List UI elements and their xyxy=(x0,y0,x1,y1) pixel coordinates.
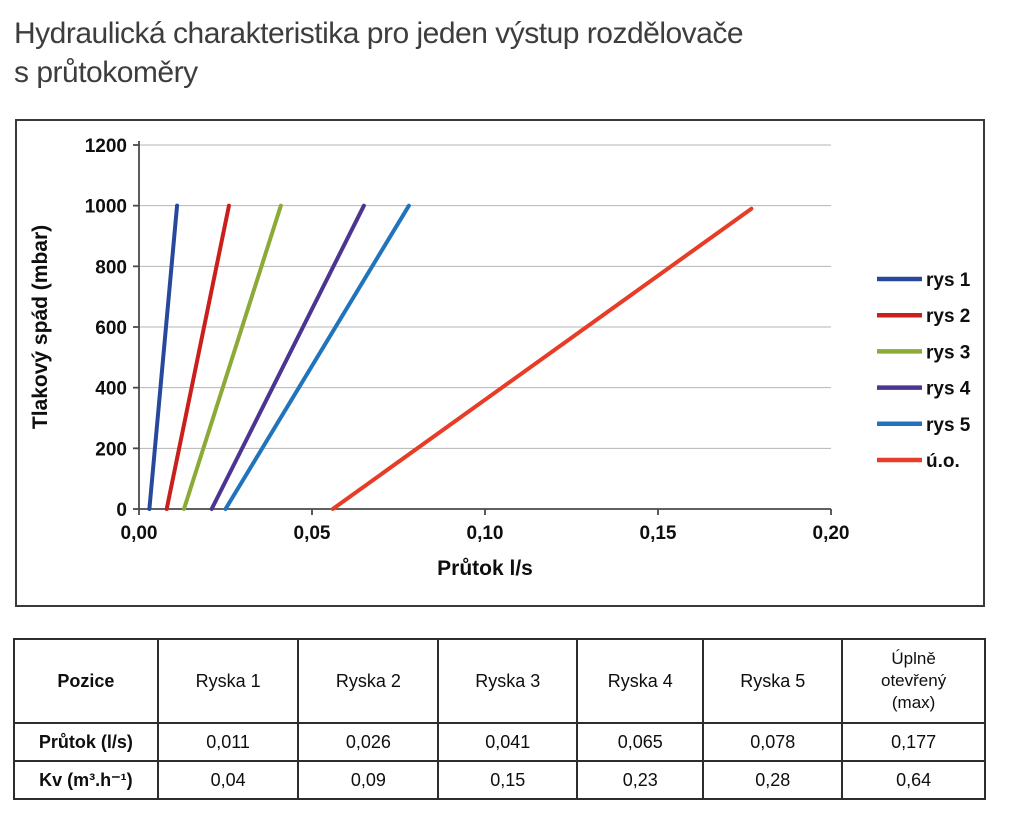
table-header-cell-4: Ryska 4 xyxy=(576,638,705,724)
table-header-row: Pozice Ryska 1 Ryska 2 Ryska 3 Ryska 4 Ryska … xyxy=(13,638,986,724)
legend-item-4: rys 4 xyxy=(877,379,971,400)
y-tick-label-1200: 1200 xyxy=(85,136,127,157)
table-header-cell-1: Ryska 1 xyxy=(156,638,300,724)
legend: rys 1 rys 2 rys 3 rys 4 rys 5 ú.o. xyxy=(877,270,971,472)
page-title-line2: s průtokoměry xyxy=(14,56,198,89)
legend-label-1: rys 1 xyxy=(926,270,971,291)
legend-item-3: rys 3 xyxy=(877,342,970,363)
table-cell-r1-c0: 0,04 xyxy=(156,760,300,800)
page-title: Hydraulická charakteristika pro jeden vý… xyxy=(14,14,1004,92)
table-header-cell-2: Ryska 2 xyxy=(297,638,440,724)
legend-item-2: rys 2 xyxy=(877,306,970,327)
table-cell-r1-c3: 0,23 xyxy=(576,760,705,800)
table-cell-r0-c5: 0,177 xyxy=(841,722,986,762)
y-tick-label-200: 200 xyxy=(95,439,127,460)
tick-labels: 0 200 400 600 800 1000 1200 0,00 0,05 0,10 0,15 0,2… xyxy=(85,136,850,544)
table-cell-r0-c2: 0,041 xyxy=(437,722,579,762)
legend-label-4: rys 4 xyxy=(926,379,971,400)
series-lines xyxy=(147,203,754,511)
table-cell-r0-c0: 0,011 xyxy=(156,722,300,762)
legend-item-5: rys 5 xyxy=(877,415,971,436)
x-tick-label-0: 0,00 xyxy=(121,523,158,544)
series-line-6 xyxy=(330,206,754,511)
data-table: Pozice Ryska 1 Ryska 2 Ryska 3 Ryska 4 Ryska … xyxy=(13,638,986,800)
line-chart: 0 200 400 600 800 1000 1200 0,00 0,05 0,10 0,15 0,2… xyxy=(29,136,971,580)
x-tick-label-3: 0,15 xyxy=(640,523,677,544)
legend-label-3: rys 3 xyxy=(926,342,970,363)
table-cell-r1-c1: 0,09 xyxy=(297,760,440,800)
series-line-4 xyxy=(209,203,366,511)
table-cell-r0-c4: 0,078 xyxy=(702,722,844,762)
legend-label-2: rys 2 xyxy=(926,306,970,327)
x-tick-label-2: 0,10 xyxy=(467,523,504,544)
y-tick-label-1000: 1000 xyxy=(85,197,127,218)
gridlines xyxy=(139,144,831,449)
legend-label-5: rys 5 xyxy=(926,415,971,436)
table-cell-r1-c4: 0,28 xyxy=(702,760,844,800)
table-header-cell-5: Ryska 5 xyxy=(702,638,844,724)
page-title-line1: Hydraulická charakteristika pro jeden vý… xyxy=(14,17,744,50)
table-header-cell-0: Pozice xyxy=(13,638,159,724)
legend-item-6: ú.o. xyxy=(877,451,960,472)
legend-item-1: rys 1 xyxy=(877,270,971,291)
table-cell-r1-c2: 0,15 xyxy=(437,760,579,800)
table-row-0: Průtok (l/s) 0,011 0,026 0,041 0,065 0,078 0,1… xyxy=(13,722,986,762)
y-tick-label-600: 600 xyxy=(95,318,127,339)
series-line-1 xyxy=(147,203,180,511)
legend-label-6: ú.o. xyxy=(926,451,960,472)
y-axis-title: Tlakový spád (mbar) xyxy=(29,225,52,429)
table-header-cell-6: Úplně otevřený (max) xyxy=(841,638,986,724)
x-axis-title: Průtok l/s xyxy=(437,557,533,580)
x-tick-label-4: 0,20 xyxy=(813,523,850,544)
y-tick-label-0: 0 xyxy=(116,500,127,521)
table-row-label-1: Kv (m³.h⁻¹) xyxy=(13,760,159,800)
y-tick-label-800: 800 xyxy=(95,257,127,278)
table-cell-r1-c5: 0,64 xyxy=(841,760,986,800)
table-header-cell-3: Ryska 3 xyxy=(437,638,579,724)
x-tick-label-1: 0,05 xyxy=(294,523,331,544)
chart-frame: 0 200 400 600 800 1000 1200 0,00 0,05 0,10 0,15 0,2… xyxy=(15,119,985,607)
table-row-1: Kv (m³.h⁻¹) 0,04 0,09 0,15 0,23 0,28 0,64 xyxy=(13,760,986,800)
table-cell-r0-c3: 0,065 xyxy=(576,722,705,762)
table-row-label-0: Průtok (l/s) xyxy=(13,722,159,762)
y-tick-label-400: 400 xyxy=(95,379,127,400)
table-cell-r0-c1: 0,026 xyxy=(297,722,440,762)
series-line-5 xyxy=(223,203,411,511)
series-line-3 xyxy=(181,203,283,511)
axes xyxy=(133,141,832,515)
series-line-2 xyxy=(164,203,231,511)
